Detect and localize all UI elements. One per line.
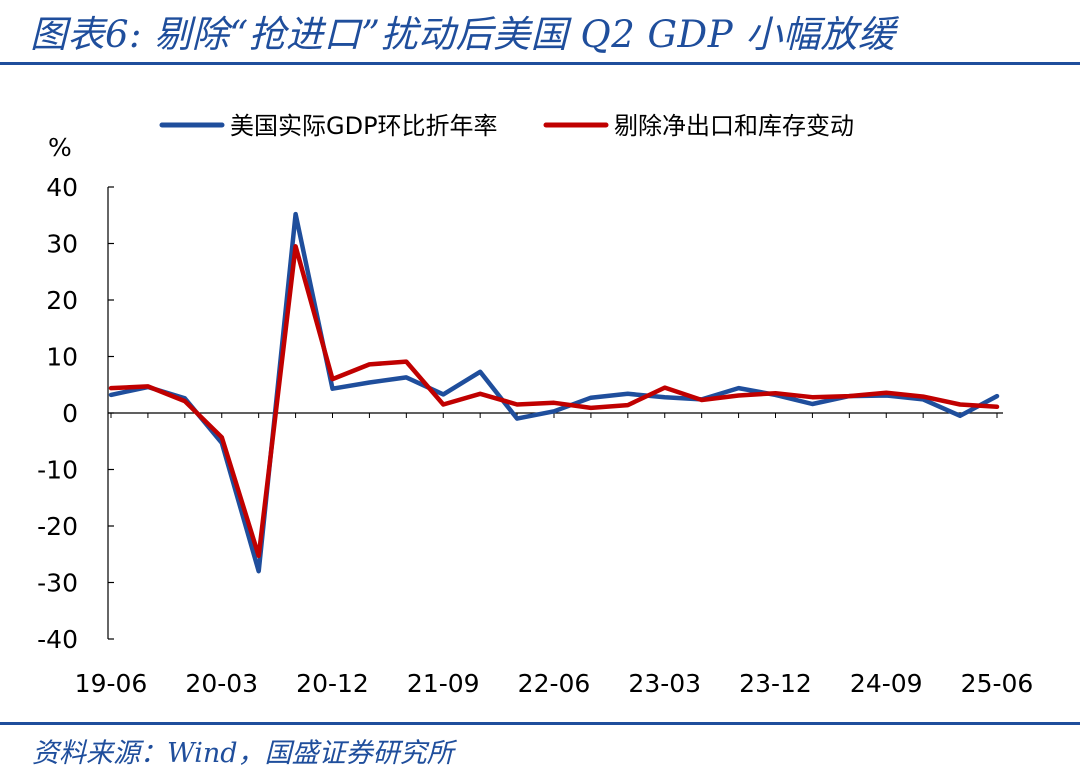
legend: 美国实际GDP环比折年率 剔除净出口和库存变动: [159, 112, 854, 140]
series-line-2: [108, 244, 1000, 559]
series-layer: [108, 211, 1000, 574]
figure-source: 资料来源：Wind，国盛证券研究所: [32, 738, 454, 769]
y-axis: -40 -30 -20 -10 0 10 20 30 40: [37, 173, 114, 654]
x-tick-label: 21-09: [407, 669, 480, 698]
x-tick-label: 20-12: [296, 669, 369, 698]
x-tick-label: 22-06: [518, 669, 591, 698]
y-tick-label: -20: [37, 512, 78, 541]
y-tick-label: 0: [62, 399, 78, 428]
figure-title: 图表6: 剔除“抢进口”扰动后美国 Q2 GDP 小幅放缓: [30, 13, 896, 56]
x-tick-label: 20-03: [185, 669, 258, 698]
legend-label-2: 剔除净出口和库存变动: [614, 112, 854, 140]
y-tick-label: 20: [46, 286, 78, 315]
y-tick-label: -30: [37, 569, 78, 598]
y-tick-label: 10: [46, 343, 78, 372]
y-tick-label: 40: [46, 173, 78, 202]
x-tick-label: 23-12: [739, 669, 812, 698]
y-tick-label: -10: [37, 456, 78, 485]
title-rule: [0, 62, 1080, 65]
x-tick-label: 25-06: [961, 669, 1034, 698]
y-axis-unit-label: %: [48, 133, 72, 162]
legend-label-1: 美国实际GDP环比折年率: [230, 112, 498, 140]
y-tick-label: -40: [37, 625, 78, 654]
x-axis: 19-06 20-03 20-12 21-09 22-06 23-03 23-12 24-09…: [75, 412, 1034, 698]
y-tick-label: 30: [46, 230, 78, 259]
source-rule: [0, 722, 1080, 725]
x-tick-label: 19-06: [75, 669, 148, 698]
x-tick-label: 23-03: [628, 669, 701, 698]
x-tick-label: 24-09: [850, 669, 923, 698]
